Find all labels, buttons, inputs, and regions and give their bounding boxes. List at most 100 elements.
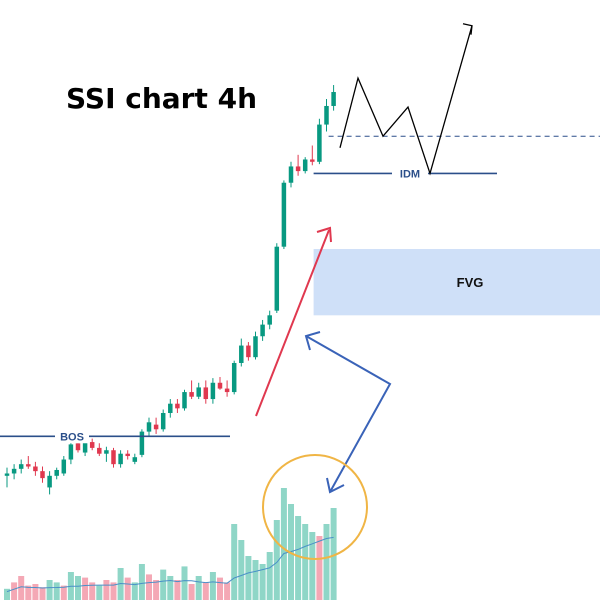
volume-bar — [181, 566, 188, 600]
volume-bar — [146, 574, 152, 600]
volume-bar — [280, 488, 287, 600]
candle-body — [203, 387, 209, 400]
candle-body — [68, 444, 74, 460]
candle-body — [189, 392, 194, 397]
volume-bar — [259, 564, 266, 600]
volume-bar — [167, 576, 174, 600]
idm-label: IDM — [400, 168, 420, 180]
volume-bar — [295, 516, 302, 600]
candle-body — [246, 345, 251, 358]
candle-body — [217, 382, 223, 389]
volume-bar — [103, 580, 110, 600]
candle-body — [210, 382, 216, 400]
candle-body — [97, 447, 102, 454]
volume-bar — [309, 532, 316, 600]
candle-body — [47, 475, 52, 488]
volume-bar — [124, 577, 131, 600]
red-arrow — [255, 229, 330, 417]
candle-body — [89, 442, 95, 448]
candle-body — [175, 403, 180, 409]
volume-bar — [53, 582, 60, 600]
volume-bar — [316, 536, 323, 600]
blue-arrow-head-top — [304, 331, 321, 351]
candle-body — [310, 159, 315, 162]
fvg-zone — [313, 249, 600, 316]
volume-bar — [266, 552, 273, 600]
volume-bar — [323, 524, 330, 600]
volume-highlight-circle — [262, 454, 368, 560]
volume-bar — [195, 576, 202, 600]
candle-body — [274, 246, 280, 311]
candle-body — [26, 464, 31, 467]
candle-body — [75, 443, 81, 451]
candle-body — [4, 473, 10, 476]
volume-bar — [89, 582, 96, 600]
blue-double-arrow — [305, 335, 392, 493]
volume-bar — [82, 577, 89, 600]
candle-body — [132, 457, 138, 462]
candle-body — [281, 182, 287, 247]
volume-bar — [273, 520, 280, 600]
volume-bar — [4, 588, 10, 600]
volume-bar — [330, 508, 337, 600]
volume-bar — [11, 582, 18, 600]
red-arrow-head — [316, 226, 332, 243]
bos-label: BOS — [60, 431, 84, 443]
candle-body — [295, 166, 301, 172]
candle-body — [139, 431, 145, 455]
blue-arrow-head-bottom — [326, 477, 345, 494]
candle-body — [253, 336, 258, 358]
fvg-label: FVG — [457, 275, 484, 290]
volume-bar — [153, 580, 160, 600]
volume-layer — [4, 488, 337, 600]
volume-bar — [18, 576, 25, 600]
volume-bar — [131, 582, 138, 600]
candle-body — [82, 442, 88, 453]
candle-body — [118, 453, 123, 465]
candle-body — [146, 422, 152, 432]
candle-body — [224, 388, 230, 393]
candle-body — [196, 387, 201, 397]
volume-bar — [75, 576, 81, 600]
candle-body — [111, 450, 116, 465]
volume-bar — [231, 524, 238, 600]
volume-bar — [46, 580, 53, 600]
candle-body — [33, 466, 38, 472]
volume-bar — [245, 556, 252, 600]
volume-bar — [110, 582, 117, 600]
candle-body — [317, 124, 322, 162]
candle-body — [302, 159, 308, 172]
projected-path-arrowhead — [462, 23, 473, 35]
candle-body — [267, 315, 272, 325]
volume-bar — [209, 572, 216, 600]
volume-moving-average-line — [6, 536, 334, 593]
volume-bar — [202, 582, 209, 600]
candle-body — [324, 105, 329, 125]
volume-bar — [252, 560, 259, 600]
annotation-layer — [255, 23, 473, 560]
volume-bar — [25, 585, 32, 600]
chart-title: SSI chart 4h — [66, 82, 257, 115]
candle-body — [239, 345, 244, 363]
candle-body — [182, 392, 187, 409]
candle-body — [104, 450, 109, 454]
volume-bar — [302, 524, 309, 600]
candle-body — [54, 469, 59, 476]
candle-body — [18, 464, 24, 469]
candle-body — [40, 471, 45, 479]
volume-bar — [96, 585, 103, 600]
candle-body — [61, 459, 67, 474]
volume-bar — [188, 584, 195, 600]
volume-bar — [224, 582, 231, 600]
volume-bar — [174, 580, 181, 600]
candle-body — [168, 403, 173, 414]
volume-bar — [138, 564, 145, 600]
volume-bar — [39, 587, 46, 600]
candle-layer — [4, 85, 336, 495]
volume-bar — [160, 569, 167, 600]
volume-bar — [60, 585, 67, 600]
candle-body — [125, 453, 130, 457]
idm-label-background — [392, 166, 428, 181]
candle-body — [153, 424, 159, 430]
